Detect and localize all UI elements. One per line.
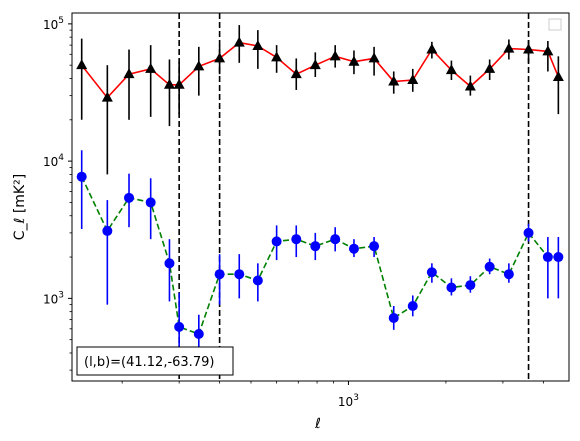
- axes: 103 103 104 105: [43, 16, 544, 409]
- series-0-point: [503, 42, 515, 53]
- legend-box: [548, 18, 562, 31]
- series-1-point: [174, 321, 185, 332]
- y-tick-label: 105: [43, 16, 64, 32]
- series-1-point: [330, 234, 341, 245]
- y-tick-label: 103: [43, 290, 64, 306]
- series-0-point: [145, 62, 157, 73]
- annotation-text: (l,b)=(41.12,-63.79): [84, 355, 214, 370]
- series-1-point: [503, 269, 514, 280]
- series-0-point: [101, 91, 113, 102]
- series-1-point: [465, 280, 476, 291]
- series-0-point: [368, 52, 380, 63]
- series-0-point: [464, 80, 476, 91]
- series-0-point: [484, 62, 496, 73]
- series-0-point: [290, 68, 302, 79]
- series-0-point: [214, 52, 226, 63]
- series-1-point: [291, 234, 302, 245]
- series-1-point: [145, 197, 156, 208]
- series-0-point: [252, 39, 264, 50]
- y-tick-label: 104: [43, 153, 64, 169]
- series-0-point: [523, 43, 535, 54]
- series-1-point: [271, 236, 282, 247]
- x-tick-label: 103: [338, 393, 359, 409]
- series-1-point: [234, 269, 245, 280]
- series-1-point: [484, 261, 495, 272]
- series-0-point: [388, 75, 400, 86]
- series-1-point: [124, 192, 135, 203]
- annotation: (l,b)=(41.12,-63.79): [76, 346, 234, 376]
- series-1-point: [102, 225, 113, 236]
- series-1-point: [369, 241, 380, 252]
- series-1-point: [76, 171, 87, 182]
- series-1-point: [193, 329, 204, 340]
- series-1-point: [426, 267, 437, 278]
- y-axis-label: C_ℓ [mK²]: [12, 174, 28, 240]
- series-1-point: [348, 243, 359, 254]
- series-0-point: [552, 71, 564, 82]
- series-1-point: [164, 258, 175, 269]
- series-0-point: [407, 73, 419, 84]
- series-0-point: [193, 60, 205, 71]
- series-0-point: [76, 59, 88, 70]
- series-1-point: [446, 282, 457, 293]
- annotation-box: [76, 346, 234, 376]
- series-0-point: [329, 50, 341, 61]
- series-0-point: [233, 36, 245, 47]
- series-0-point: [271, 51, 283, 62]
- series-1-point: [214, 269, 225, 280]
- series-0-point: [309, 59, 321, 70]
- series-0-point: [426, 43, 438, 54]
- series-1-point: [542, 252, 553, 263]
- series-0-point: [348, 55, 360, 66]
- series-0-point: [123, 68, 135, 79]
- series-0-point: [445, 64, 457, 75]
- plot-frame: [71, 12, 570, 382]
- series-0-point: [542, 45, 554, 56]
- series-1-point: [523, 227, 534, 238]
- series-0-point: [173, 78, 185, 89]
- x-axis-label: ℓ: [314, 416, 321, 432]
- series-1-point: [407, 300, 418, 311]
- series-0-point: [163, 78, 175, 89]
- series-1-point: [310, 241, 321, 252]
- series-1-point: [553, 252, 564, 263]
- series-1-point: [252, 275, 263, 286]
- series-1-point: [388, 312, 399, 323]
- plot-data: [76, 13, 564, 381]
